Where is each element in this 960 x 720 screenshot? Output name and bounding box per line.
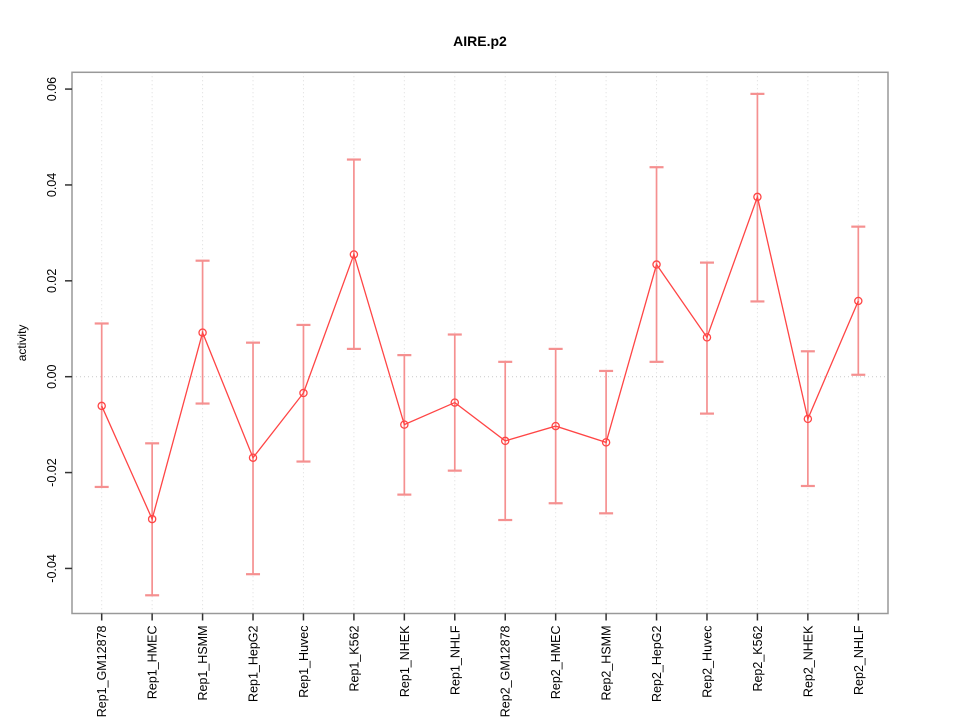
x-tick-label: Rep2_NHLF (852, 625, 866, 695)
x-tick-label: Rep1_NHLF (448, 625, 462, 695)
x-tick-label: Rep2_HSMM (600, 626, 614, 701)
x-tick-label: Rep2_NHEK (801, 625, 815, 697)
plot-frame (71, 71, 889, 615)
x-tick-label: Rep1_Huvec (297, 626, 311, 698)
x-tick-label: Rep1_HepG2 (247, 625, 261, 701)
data-point (97, 401, 106, 411)
data-point (500, 436, 510, 446)
x-tick-label: Rep1_K562 (347, 625, 361, 691)
y-tick-label: -0.02 (45, 458, 59, 487)
data-point (753, 192, 762, 202)
x-tick-label: Rep2_K562 (751, 625, 765, 691)
data-point (702, 333, 712, 342)
y-tick-label: 0.06 (45, 77, 59, 101)
x-tick-label: Rep1_HSMM (196, 626, 210, 701)
data-point (299, 388, 308, 398)
x-tick-label: Rep1_HMEC (146, 626, 160, 700)
y-tick-label: 0.02 (45, 269, 59, 293)
x-tick-label: Rep2_Huvec (700, 626, 714, 698)
data-point (450, 398, 460, 407)
data-point (349, 250, 359, 259)
x-tick-label: Rep1_NHEK (398, 625, 412, 697)
data-point (652, 260, 661, 269)
x-tick-label: Rep2_HMEC (549, 626, 563, 700)
x-tick-label: Rep2_HepG2 (650, 625, 664, 701)
series-line (101, 194, 859, 521)
data-point (248, 453, 258, 462)
x-tick-label: Rep1_GM12878 (95, 625, 109, 717)
data-point (400, 420, 409, 429)
data-point (854, 296, 863, 306)
chart-title: AIRE.p2 (453, 33, 507, 49)
data-point (601, 438, 611, 447)
data-point (147, 514, 157, 524)
y-tick-label: 0.00 (45, 364, 59, 388)
data-point (198, 328, 207, 337)
data-point (803, 414, 813, 424)
y-tick-label: -0.04 (45, 554, 59, 583)
x-tick-label: Rep2_GM12878 (499, 625, 513, 717)
data-point (551, 421, 560, 431)
y-axis-title: activity (15, 325, 29, 362)
y-tick-label: 0.04 (45, 173, 59, 197)
